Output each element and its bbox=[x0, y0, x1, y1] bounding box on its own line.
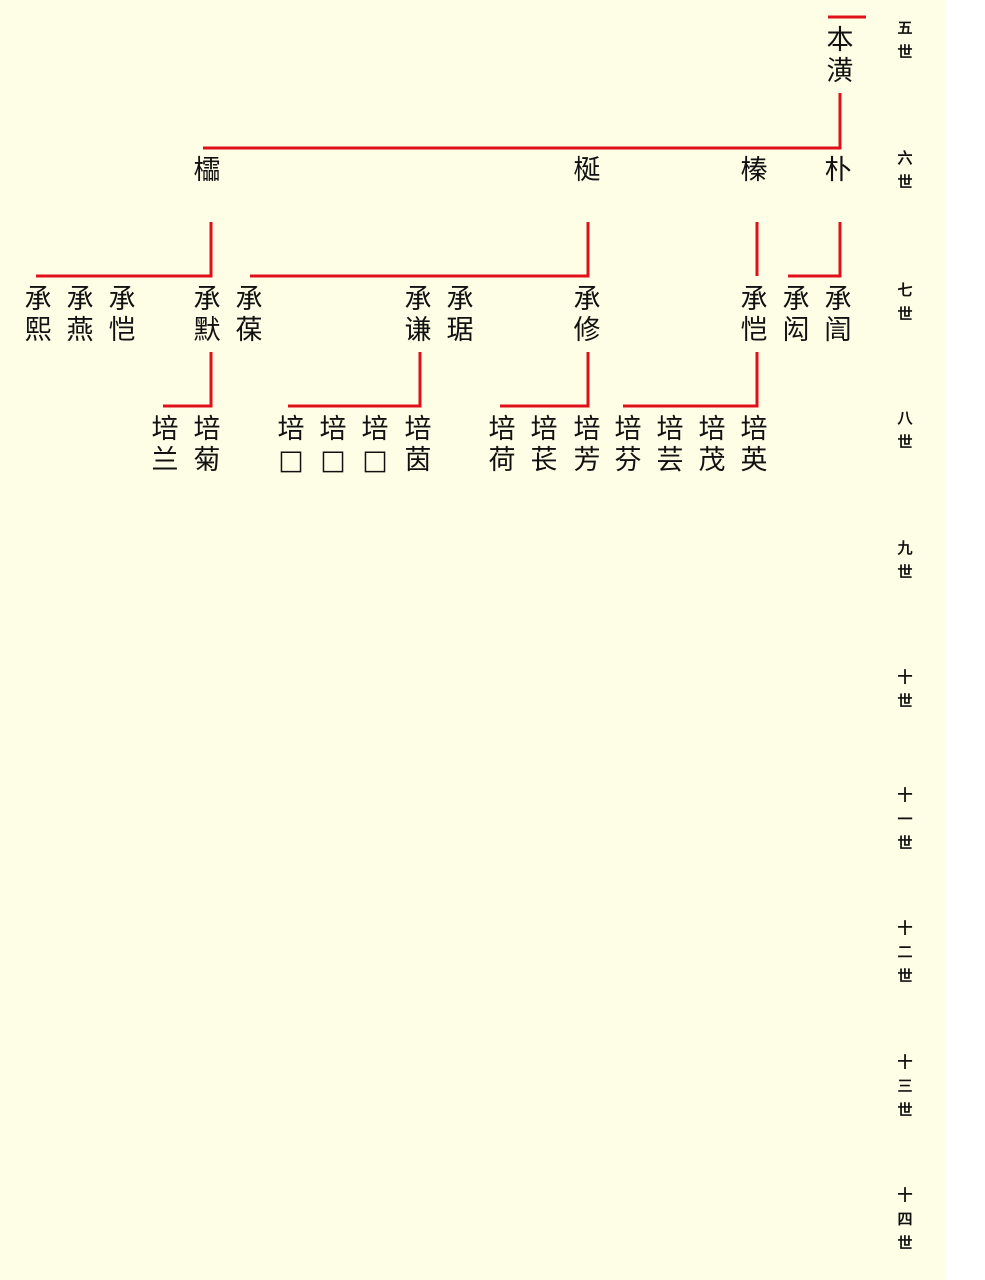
person: 朴 bbox=[824, 155, 852, 186]
generation-label: 七世 bbox=[897, 281, 913, 323]
person: 承默 bbox=[193, 284, 221, 346]
person: 榛 bbox=[740, 155, 768, 186]
person: 承訚 bbox=[824, 284, 852, 346]
person: 培荷 bbox=[488, 414, 516, 476]
line bbox=[36, 222, 213, 278]
person: 培英 bbox=[740, 414, 768, 476]
person: 培茂 bbox=[698, 414, 726, 476]
person: 培芬 bbox=[614, 414, 642, 476]
line bbox=[500, 352, 590, 408]
line bbox=[288, 352, 422, 408]
line bbox=[250, 222, 590, 278]
line bbox=[623, 352, 759, 408]
generation-label: 五世 bbox=[897, 19, 913, 61]
person: 培苌 bbox=[530, 414, 558, 476]
person: 承恺 bbox=[108, 284, 136, 346]
person: 承修 bbox=[573, 284, 601, 346]
person: 本潢 bbox=[826, 25, 854, 87]
person: 承琚 bbox=[446, 284, 474, 346]
generation-label: 十四世 bbox=[897, 1186, 913, 1252]
genealogy-chart: 本潢 櫺 梴 榛 朴 承熙 承燕 承恺 承默 承葆 承谦 承琚 承修 承恺 承闳… bbox=[0, 0, 945, 1280]
person: 培兰 bbox=[151, 414, 179, 476]
person: 承熙 bbox=[24, 284, 52, 346]
generation-label: 十三世 bbox=[897, 1053, 913, 1119]
generation-label: 十二世 bbox=[897, 919, 913, 985]
person: 培芳 bbox=[573, 414, 601, 476]
generation-label: 六世 bbox=[897, 149, 913, 191]
person: 培菊 bbox=[193, 414, 221, 476]
person: 梴 bbox=[573, 155, 601, 186]
person: 培茵 bbox=[404, 414, 432, 476]
line bbox=[163, 352, 213, 408]
generation-label: 九世 bbox=[897, 539, 913, 581]
person: 培 □ bbox=[319, 414, 347, 476]
person: 培芸 bbox=[656, 414, 684, 476]
person: 承葆 bbox=[235, 284, 263, 346]
person: 承恺 bbox=[740, 284, 768, 346]
line bbox=[203, 93, 842, 150]
generation-label: 八世 bbox=[897, 409, 913, 451]
generation-label: 十一世 bbox=[897, 786, 913, 852]
generation-label: 十世 bbox=[897, 668, 913, 710]
person: 培 □ bbox=[361, 414, 389, 476]
person: 櫺 bbox=[193, 155, 221, 186]
person: 承燕 bbox=[66, 284, 94, 346]
person: 承闳 bbox=[782, 284, 810, 346]
lineage-lines bbox=[36, 15, 866, 408]
line bbox=[788, 222, 842, 278]
person: 承谦 bbox=[404, 284, 432, 346]
person: 培 □ bbox=[277, 414, 305, 476]
